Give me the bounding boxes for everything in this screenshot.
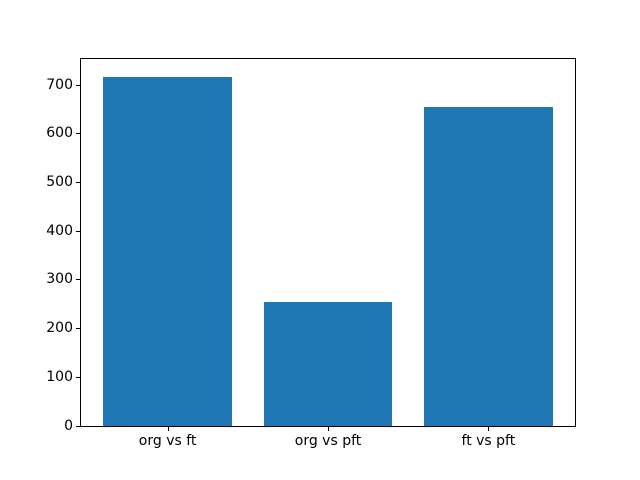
y-tick-label: 500 [46,174,73,191]
y-tick-label: 300 [46,271,73,288]
y-tick-mark [76,425,80,427]
y-tick-mark [76,376,80,378]
bar-ft-vs-pft [424,107,553,426]
y-tick-mark [76,279,80,281]
y-tick-label: 400 [46,222,73,239]
x-tick-label: org vs pft [294,433,362,449]
x-tick-mark [328,427,329,431]
y-tick-label: 600 [46,125,73,142]
y-tick-mark [76,328,80,330]
y-tick-mark [76,230,80,232]
bar-org-vs-pft [263,301,393,426]
y-tick-mark [76,133,80,135]
y-tick-label: 700 [46,76,73,93]
x-tick-label: org vs ft [138,433,197,449]
plot-area [80,58,576,427]
x-tick-mark [167,427,169,431]
y-tick-label: 100 [46,368,73,385]
y-tick-label: 200 [46,320,73,337]
x-tick-label: ft vs pft [461,433,516,449]
y-tick-label: 0 [64,417,73,434]
x-tick-mark [488,427,490,431]
bar-org-vs-ft [103,76,232,426]
y-tick-mark [76,84,80,86]
y-tick-mark [76,182,80,184]
